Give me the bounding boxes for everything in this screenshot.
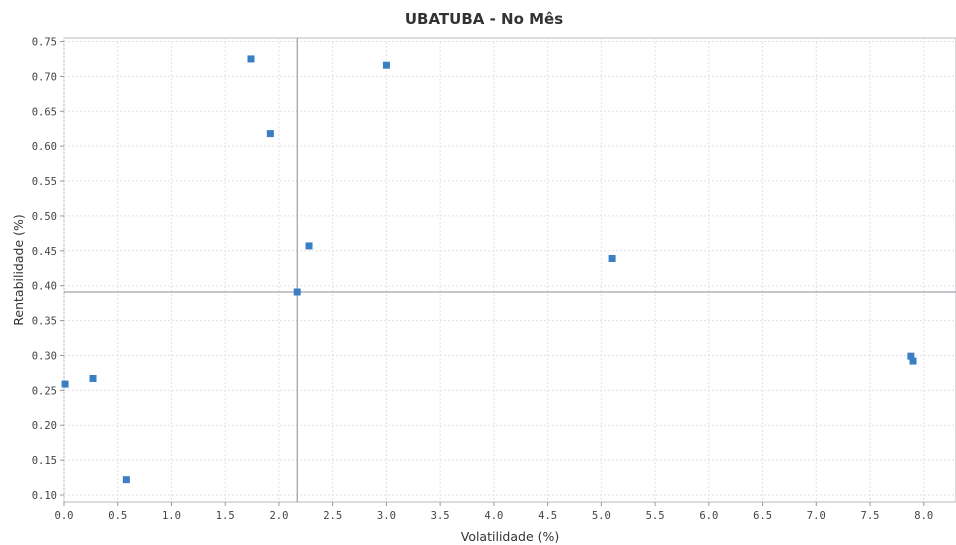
scatter-point (382, 61, 390, 69)
x-tick-label: 3.5 (431, 510, 450, 522)
scatter-point (266, 130, 274, 138)
scatter-point (909, 357, 917, 365)
y-tick-label: 0.20 (32, 420, 57, 432)
y-tick-label: 0.55 (32, 176, 57, 188)
x-tick-label: 5.5 (646, 510, 665, 522)
y-tick-label: 0.35 (32, 316, 57, 328)
x-tick-label: 0.0 (55, 510, 74, 522)
x-tick-label: 4.5 (538, 510, 557, 522)
x-tick-label: 1.0 (162, 510, 181, 522)
y-tick-label: 0.50 (32, 211, 57, 223)
x-tick-label: 3.0 (377, 510, 396, 522)
y-tick-label: 0.70 (32, 71, 57, 83)
plot-area (63, 37, 956, 503)
x-tick-label: 6.5 (753, 510, 772, 522)
y-tick-label: 0.65 (32, 106, 57, 118)
scatter-point (305, 242, 313, 250)
scatter-point (608, 254, 616, 262)
x-tick-label: 5.0 (592, 510, 611, 522)
x-axis-label: Volatilidade (%) (461, 529, 560, 544)
y-tick-label: 0.15 (32, 455, 57, 467)
y-tick-label: 0.10 (32, 490, 57, 502)
scatter-point (122, 476, 130, 484)
y-tick-label: 0.75 (32, 36, 57, 48)
x-tick-label: 7.5 (861, 510, 880, 522)
x-tick-label: 6.0 (699, 510, 718, 522)
scatter-point (61, 380, 69, 388)
y-tick-label: 0.60 (32, 141, 57, 153)
x-tick-label: 4.0 (484, 510, 503, 522)
scatter-point (907, 352, 915, 360)
reference-lines (64, 38, 956, 502)
y-tick-label: 0.30 (32, 350, 57, 362)
y-tick-labels: 0.10 0.15 0.20 0.25 0.30 0.35 0.40 0.45 0.50 0.55… (32, 36, 64, 502)
scatter-point (247, 55, 255, 63)
y-tick-label: 0.45 (32, 246, 57, 258)
x-tick-label: 2.0 (269, 510, 288, 522)
grid (63, 38, 956, 502)
data-points (61, 55, 917, 484)
y-axis-label: Rentabilidade (%) (11, 214, 26, 325)
scatter-point (293, 288, 301, 296)
x-tick-label: 1.5 (216, 510, 235, 522)
x-tick-label: 2.5 (323, 510, 342, 522)
chart-title: UBATUBA - No Mês (405, 10, 563, 28)
x-tick-label: 8.0 (914, 510, 933, 522)
x-tick-label: 7.0 (807, 510, 826, 522)
y-tick-label: 0.40 (32, 281, 57, 293)
x-tick-label: 0.5 (108, 510, 127, 522)
x-tick-labels: 0.0 0.5 1.0 1.5 2.0 2.5 3.0 3.5 4.0 4.5 5.0 5.5 6.0 6… (55, 502, 933, 522)
y-tick-label: 0.25 (32, 385, 57, 397)
scatter-point (89, 374, 97, 382)
